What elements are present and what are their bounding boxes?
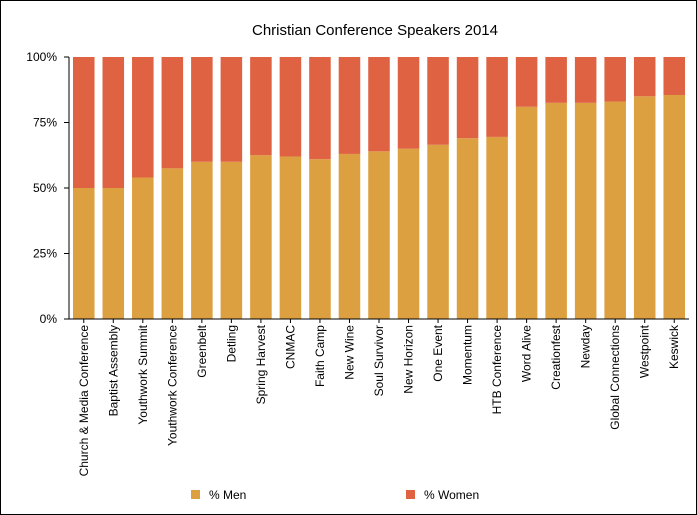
bar-women-5: [220, 57, 243, 162]
bar-men-3: [161, 168, 184, 319]
x-tick-label: Spring Harvest: [254, 324, 268, 404]
bar-women-13: [456, 57, 479, 139]
bar-men-13: [456, 138, 479, 319]
bar-men-17: [574, 102, 597, 319]
bar-women-6: [250, 57, 272, 156]
bar-women-10: [368, 57, 390, 152]
y-tick-label: 75%: [33, 116, 57, 130]
bar-women-1: [102, 57, 125, 188]
bar-men-12: [427, 144, 449, 319]
x-tick-label: Momentum: [461, 325, 475, 385]
bar-men-2: [132, 177, 154, 319]
bar-men-4: [191, 161, 213, 319]
bar-women-4: [191, 57, 213, 162]
bar-men-11: [397, 148, 420, 319]
y-axis: 0% 25% 50% 75% 100%: [26, 50, 70, 326]
bar-men-9: [338, 153, 361, 319]
legend-label-women: % Women: [424, 488, 479, 502]
bar-women-19: [633, 57, 656, 97]
y-tick-label: 50%: [33, 181, 57, 195]
bar-men-16: [545, 102, 567, 319]
x-tick-label: New Horizon: [402, 325, 416, 394]
bar-men-20: [663, 94, 686, 320]
x-tick-label: CNMAC: [283, 325, 297, 369]
bar-men-7: [279, 156, 302, 319]
bar-women-7: [279, 57, 302, 157]
chart-title: Christian Conference Speakers 2014: [252, 22, 498, 39]
x-tick-label: Youthwork Conference: [165, 325, 179, 446]
x-tick-label: HTB Conference: [490, 325, 504, 415]
bar-women-3: [161, 57, 184, 169]
bar-men-1: [102, 188, 125, 319]
bars-group: [72, 57, 686, 320]
bar-women-9: [338, 57, 361, 154]
x-tick-label: Westpoint: [638, 324, 652, 378]
bar-women-8: [309, 57, 331, 160]
y-tick-label: 100%: [26, 50, 57, 64]
bar-women-15: [515, 57, 538, 107]
x-tick-label: Word Alive: [520, 325, 534, 382]
x-tick-label: Global Connections: [608, 325, 622, 430]
bar-men-0: [72, 188, 95, 319]
x-tick-label: Detling: [224, 325, 238, 362]
bar-women-14: [486, 57, 508, 137]
y-tick-label: 25%: [33, 247, 57, 261]
bar-men-18: [604, 101, 626, 319]
x-tick-label: Church & Media Conference: [77, 325, 91, 477]
x-tick-label: Greenbelt: [195, 324, 209, 377]
bar-men-5: [220, 161, 243, 319]
bar-women-20: [663, 57, 686, 95]
y-tick-label: 0%: [40, 312, 58, 326]
bar-men-10: [368, 151, 390, 319]
bar-men-14: [486, 136, 508, 319]
legend: % Men % Women: [191, 488, 479, 502]
x-tick-label: Soul Survivor: [372, 325, 386, 396]
x-tick-label: Creationfest: [549, 324, 563, 389]
x-tick-label: One Event: [431, 324, 445, 381]
x-tick-label: Youthwork Summit: [136, 324, 150, 424]
bar-men-8: [309, 159, 331, 319]
x-tick-label: New Wine: [342, 325, 356, 380]
bar-men-6: [250, 155, 272, 319]
legend-swatch-men: [191, 490, 200, 499]
x-tick-label: Faith Camp: [313, 325, 327, 387]
bar-women-2: [132, 57, 154, 178]
bar-women-18: [604, 57, 626, 102]
legend-label-men: % Men: [209, 488, 246, 502]
legend-swatch-women: [406, 490, 415, 499]
bar-women-17: [574, 57, 597, 103]
bar-men-15: [515, 106, 538, 319]
x-tick-label: Baptist Assembly: [106, 325, 120, 416]
bar-women-11: [397, 57, 420, 149]
x-tick-label: Newday: [579, 325, 593, 368]
bar-women-0: [72, 57, 95, 188]
bar-men-19: [633, 96, 656, 319]
x-axis: Church & Media Conference Baptist Assembl…: [69, 318, 689, 477]
x-tick-label: Keswick: [667, 324, 681, 369]
bar-women-12: [427, 57, 449, 145]
bar-women-16: [545, 57, 567, 103]
